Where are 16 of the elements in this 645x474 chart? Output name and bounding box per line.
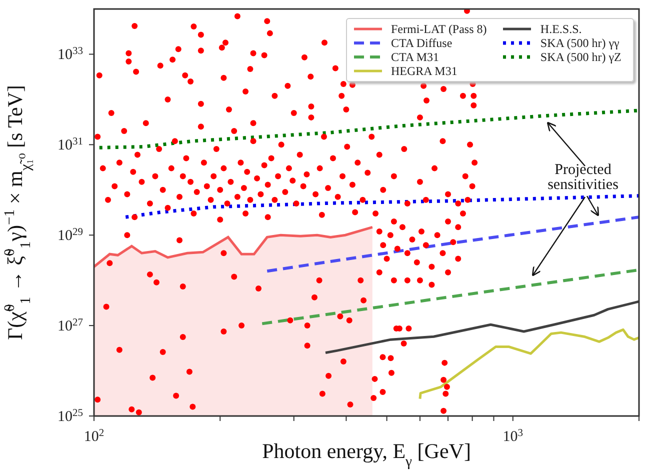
y-tick-label: 10$^{31}$ xyxy=(58,136,83,154)
x-tick-label: 10$^{3}$ xyxy=(502,428,524,445)
legend-label: CTA M31 xyxy=(391,50,440,64)
y-tick-label: 10$^{27}$ xyxy=(58,317,83,335)
legend-label: HEGRA M31 xyxy=(391,64,458,78)
x-tick-label: 10$^{2}$ xyxy=(84,428,104,445)
legend-label: H.E.S.S. xyxy=(540,22,582,36)
legend-label: SKA (500 hr) γZ xyxy=(540,50,622,64)
legend-label: CTA Diffuse xyxy=(391,36,452,50)
legend-label: SKA (500 hr) γγ xyxy=(540,36,620,50)
y-tick-label: 10$^{29}$ xyxy=(58,226,83,244)
x-axis-title: Photon energy, E$_{γ}$ [GeV] xyxy=(262,439,471,470)
y-tick-label: 10$^{33}$ xyxy=(58,46,83,64)
annotation: Projected sensitivities xyxy=(548,162,619,193)
y-tick-label: 10$^{25}$ xyxy=(58,408,83,425)
legend-label: Fermi-LAT (Pass 8) xyxy=(391,22,487,36)
